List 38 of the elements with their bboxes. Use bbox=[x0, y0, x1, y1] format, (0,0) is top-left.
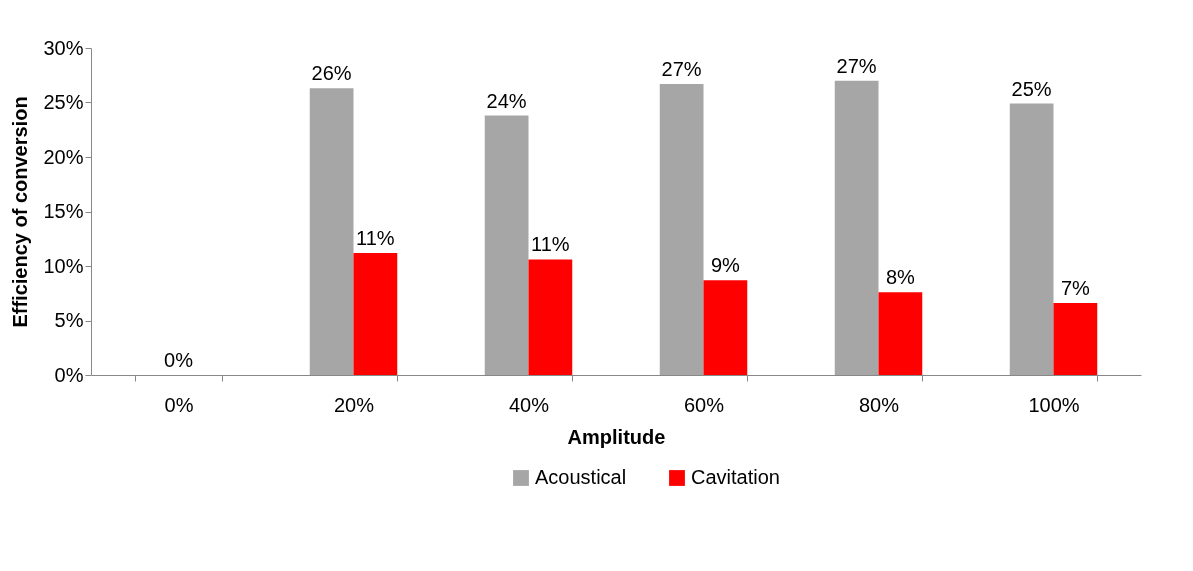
x-tick-label: 40% bbox=[508, 393, 550, 416]
legend-label: Cavitation bbox=[691, 466, 780, 488]
y-tick-label: 5% bbox=[54, 309, 84, 331]
y-tick-label: 15% bbox=[43, 200, 84, 222]
data-label: 27% bbox=[661, 57, 702, 80]
bar bbox=[834, 80, 879, 375]
bar bbox=[659, 83, 704, 375]
y-tick-label: 20% bbox=[43, 145, 84, 168]
y-axis-title: Efficiency of conversion bbox=[9, 96, 32, 328]
y-tick-label: 30% bbox=[43, 36, 84, 59]
data-label: 7% bbox=[1060, 277, 1091, 300]
x-tick-label: 0% bbox=[164, 393, 194, 416]
bar bbox=[484, 115, 529, 375]
x-tick-label: 80% bbox=[858, 393, 900, 416]
data-label: 11% bbox=[356, 226, 395, 249]
x-tick-label: 100% bbox=[1028, 393, 1080, 416]
data-label: 24% bbox=[486, 89, 527, 112]
data-label: 9% bbox=[710, 254, 741, 277]
x-tick-label: 60% bbox=[683, 393, 725, 416]
legend-label: Acoustical bbox=[535, 466, 627, 488]
data-label: 27% bbox=[836, 54, 877, 77]
bar bbox=[1009, 103, 1054, 375]
data-label: 25% bbox=[1011, 77, 1052, 100]
y-tick-label: 25% bbox=[43, 91, 84, 113]
x-tick-label: 20% bbox=[333, 393, 375, 416]
x-axis-title: Amplitude bbox=[567, 425, 666, 448]
data-label: 8% bbox=[885, 266, 916, 289]
data-label: 11% bbox=[531, 233, 570, 256]
bar bbox=[309, 88, 354, 375]
bar bbox=[878, 292, 923, 375]
y-tick-label: 0% bbox=[54, 363, 84, 386]
annotation: 0% bbox=[164, 349, 194, 371]
bar bbox=[703, 280, 748, 375]
bar bbox=[353, 252, 398, 375]
y-tick-label: 10% bbox=[43, 254, 84, 277]
bar bbox=[1053, 303, 1098, 375]
bar bbox=[528, 259, 573, 375]
data-label: 26% bbox=[311, 62, 352, 85]
